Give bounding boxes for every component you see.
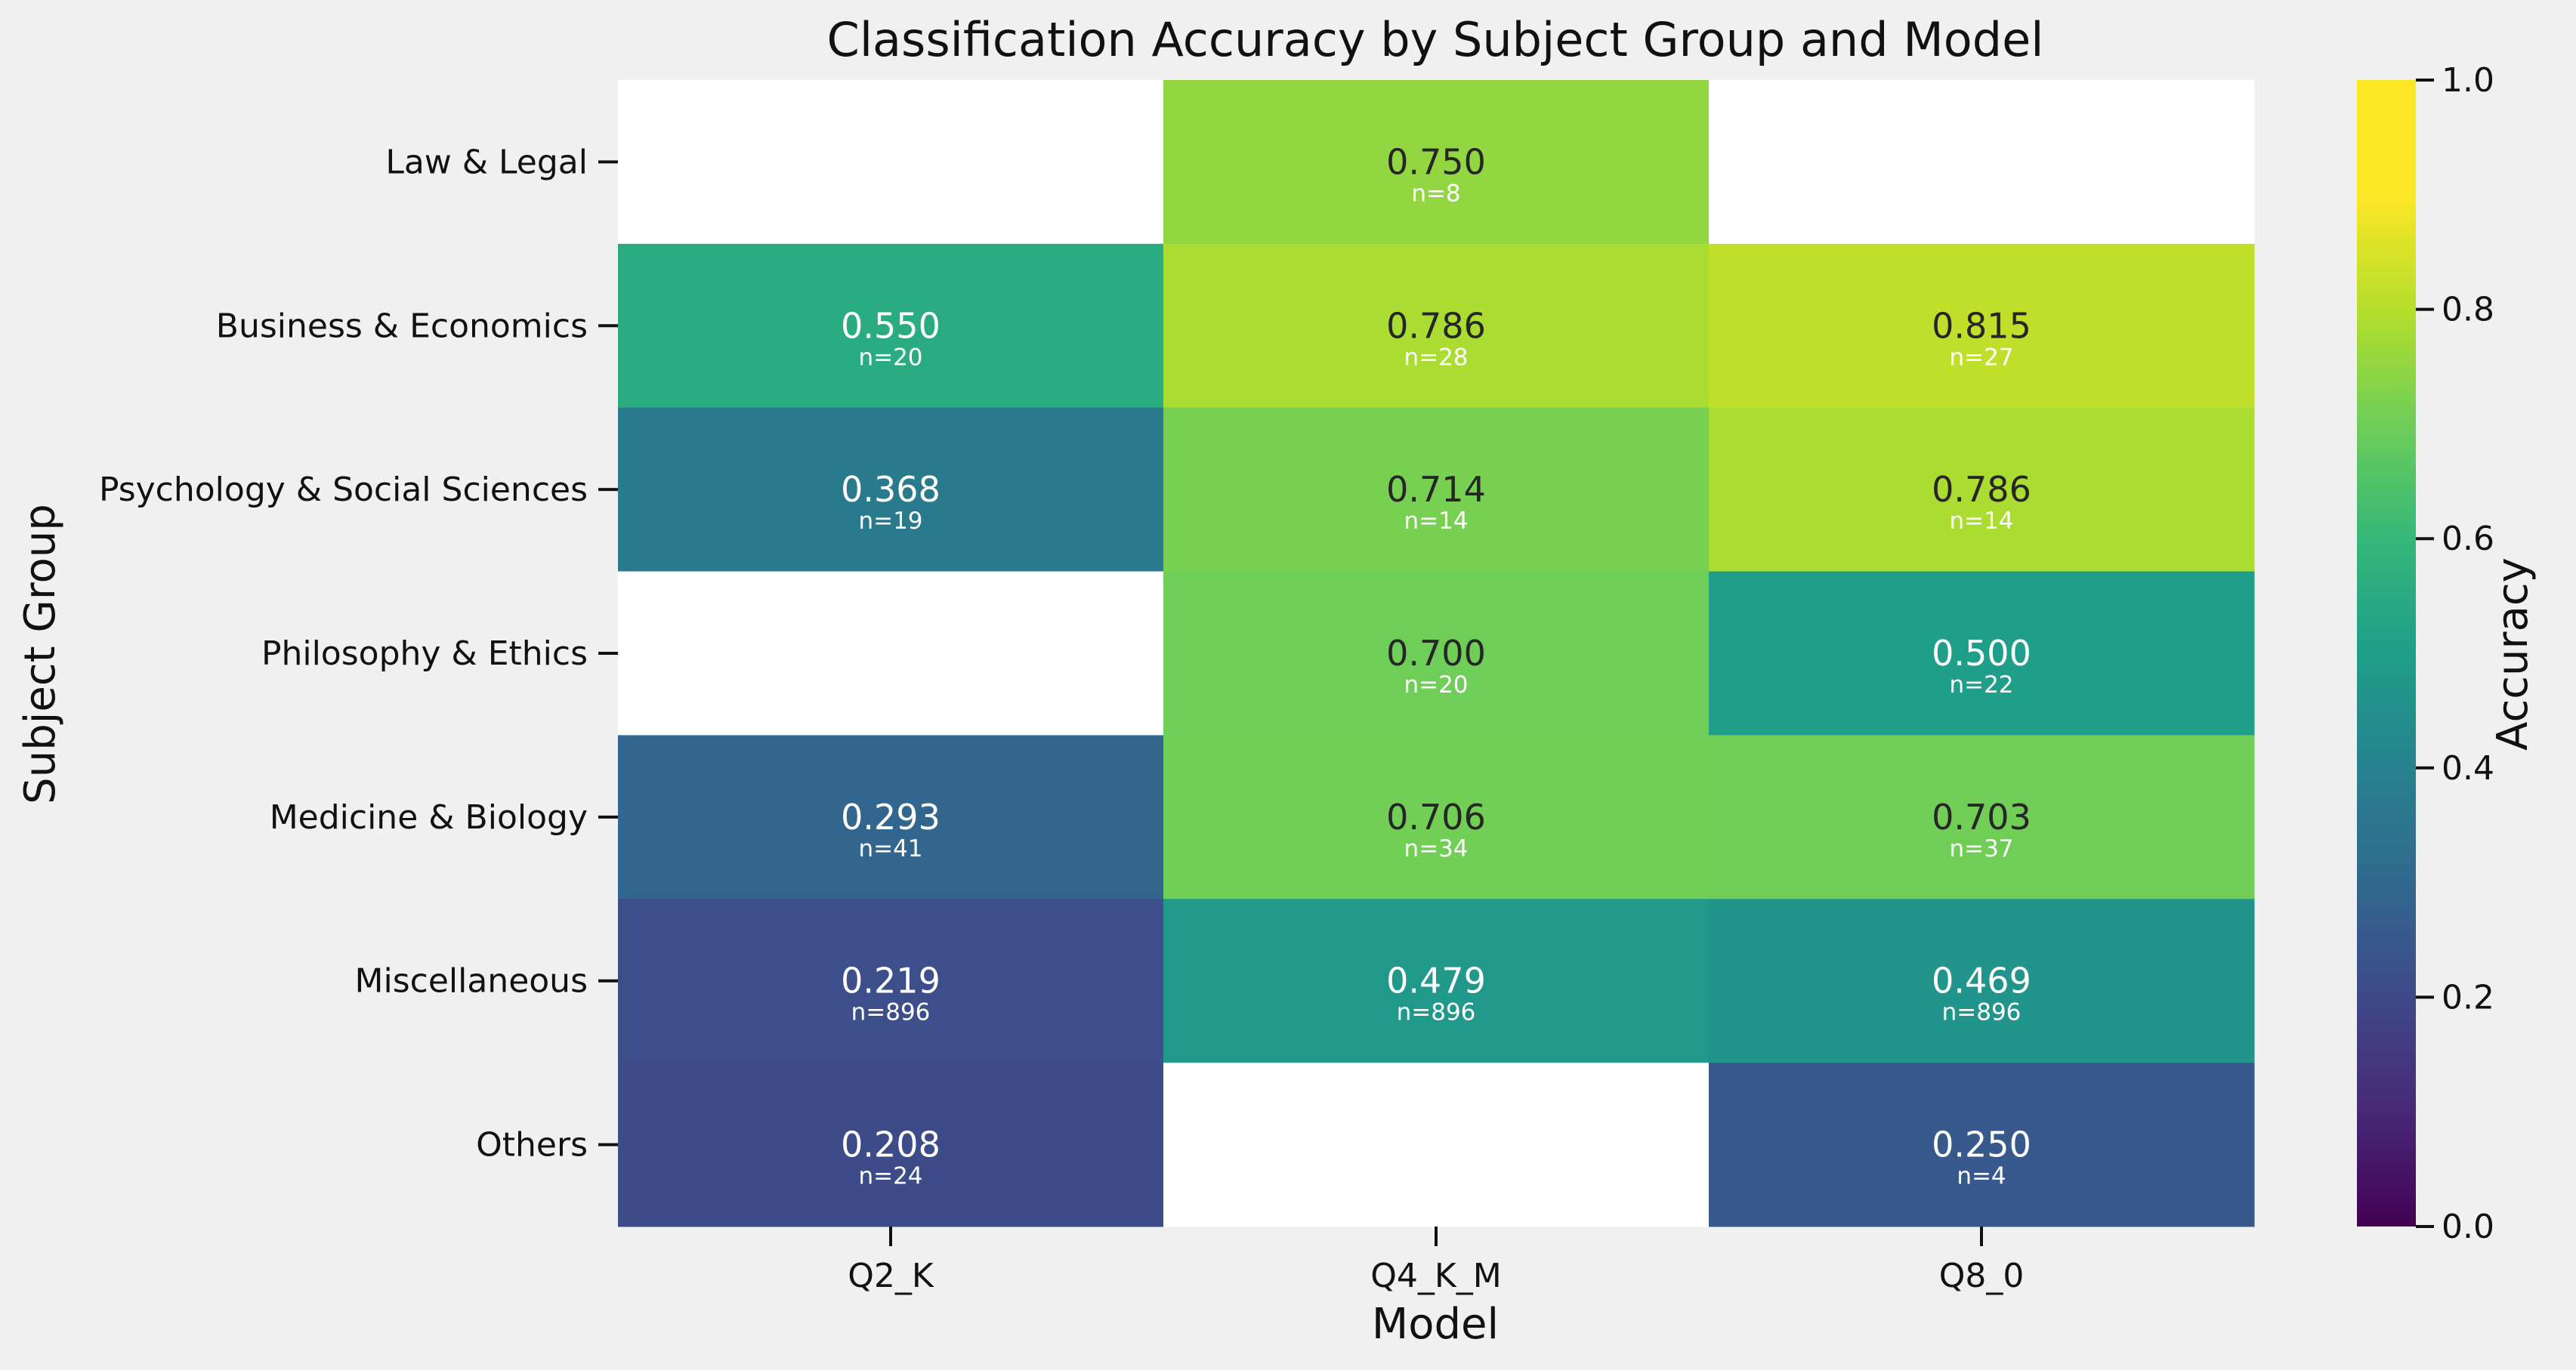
cell-count-label: n=27 — [1949, 344, 2013, 371]
cell-value-label: 0.815 — [1932, 305, 2031, 346]
cell-count-label: n=896 — [1942, 999, 2022, 1026]
cell-value-label: 0.714 — [1386, 469, 1486, 510]
cell-value-label: 0.700 — [1386, 633, 1486, 674]
cell-value-label: 0.368 — [841, 469, 941, 510]
cell-count-label: n=22 — [1949, 671, 2013, 699]
heatmap-cell-empty — [618, 80, 1164, 245]
y-tick-label: Law & Legal — [385, 143, 588, 181]
heatmap-cell — [1163, 571, 1710, 736]
cell-count-label: n=896 — [1397, 999, 1476, 1026]
y-tick-label: Business & Economics — [216, 307, 588, 345]
colorbar-tick-label: 0.0 — [2442, 1208, 2494, 1246]
y-tick-label: Others — [476, 1126, 588, 1165]
cell-value-label: 0.293 — [841, 797, 941, 838]
heatmap-cell-empty — [1163, 1063, 1710, 1227]
heatmap-cell-empty — [618, 571, 1164, 736]
heatmap-cell-labels: 0.750n=80.550n=200.786n=280.815n=270.368… — [841, 141, 2031, 1189]
cell-count-label: n=20 — [1404, 671, 1468, 699]
heatmap-cell — [1163, 407, 1710, 572]
colorbar-tick-label: 1.0 — [2442, 61, 2494, 100]
colorbar — [2357, 80, 2416, 1227]
cell-value-label: 0.550 — [841, 305, 941, 346]
y-tick-label: Philosophy & Ethics — [261, 634, 588, 673]
x-tick-label: Q8_0 — [1939, 1257, 2025, 1295]
y-tick-label: Miscellaneous — [355, 962, 588, 1001]
heatmap-cell — [1709, 407, 2255, 572]
y-tick-label: Medicine & Biology — [270, 798, 588, 837]
heatmap-cell — [1163, 80, 1710, 245]
heatmap-cell — [618, 1063, 1164, 1227]
y-axis-label: Subject Group — [16, 504, 65, 804]
heatmap-cell — [1709, 735, 2255, 899]
cell-count-label: n=8 — [1411, 180, 1460, 207]
colorbar-label: Accuracy — [2488, 557, 2537, 751]
heatmap-cell — [618, 899, 1164, 1063]
cell-value-label: 0.786 — [1386, 305, 1486, 346]
heatmap-cell — [618, 735, 1164, 899]
x-tick-label: Q4_K_M — [1370, 1257, 1501, 1295]
x-tick-label: Q2_K — [848, 1257, 934, 1295]
cell-value-label: 0.706 — [1386, 797, 1486, 838]
cell-value-label: 0.703 — [1932, 797, 2031, 838]
cell-count-label: n=896 — [851, 999, 931, 1026]
x-axis-label: Model — [1372, 1300, 1499, 1349]
heatmap-cells — [618, 80, 2255, 1227]
heatmap-cell-empty — [1709, 80, 2255, 245]
colorbar-tick-label: 0.2 — [2442, 978, 2494, 1017]
y-axis: Law & Legal Business & Economics Psycholog… — [99, 143, 618, 1165]
cell-count-label: n=34 — [1404, 835, 1468, 862]
cell-value-label: 0.786 — [1932, 469, 2031, 510]
colorbar-tick-label: 0.8 — [2442, 291, 2494, 329]
colorbar-tick-label: 0.6 — [2442, 520, 2494, 558]
chart-title: Classification Accuracy by Subject Group… — [827, 12, 2044, 67]
cell-count-label: n=41 — [858, 835, 922, 862]
cell-count-label: n=14 — [1404, 508, 1468, 535]
cell-count-label: n=28 — [1404, 344, 1468, 371]
cell-count-label: n=14 — [1949, 508, 2013, 535]
cell-count-label: n=24 — [858, 1163, 922, 1190]
heatmap-cell — [1709, 571, 2255, 736]
cell-count-label: n=4 — [1957, 1163, 2006, 1190]
cell-count-label: n=37 — [1949, 835, 2013, 862]
heatmap-cell — [1163, 735, 1710, 899]
cell-value-label: 0.250 — [1932, 1125, 2031, 1165]
cell-value-label: 0.219 — [841, 961, 941, 1001]
cell-value-label: 0.469 — [1932, 961, 2031, 1001]
heatmap-cell — [618, 407, 1164, 572]
cell-count-label: n=19 — [858, 508, 922, 535]
heatmap-cell — [1709, 1063, 2255, 1227]
heatmap-cell — [1163, 899, 1710, 1063]
cell-value-label: 0.750 — [1386, 141, 1486, 182]
colorbar-tick-label: 0.4 — [2442, 749, 2494, 788]
x-axis: Q2_K Q4_K_M Q8_0 — [848, 1227, 2024, 1295]
heatmap-cell — [618, 243, 1164, 409]
colorbar-axis: 0.0 0.2 0.4 0.6 0.8 1.0 — [2416, 61, 2494, 1246]
cell-value-label: 0.479 — [1386, 961, 1486, 1001]
cell-value-label: 0.500 — [1932, 633, 2031, 674]
cell-count-label: n=20 — [858, 344, 922, 371]
y-tick-label: Psychology & Social Sciences — [99, 471, 588, 509]
heatmap-cell — [1709, 899, 2255, 1063]
heatmap-cell — [1709, 243, 2255, 409]
cell-value-label: 0.208 — [841, 1125, 941, 1165]
heatmap-cell — [1163, 243, 1710, 409]
